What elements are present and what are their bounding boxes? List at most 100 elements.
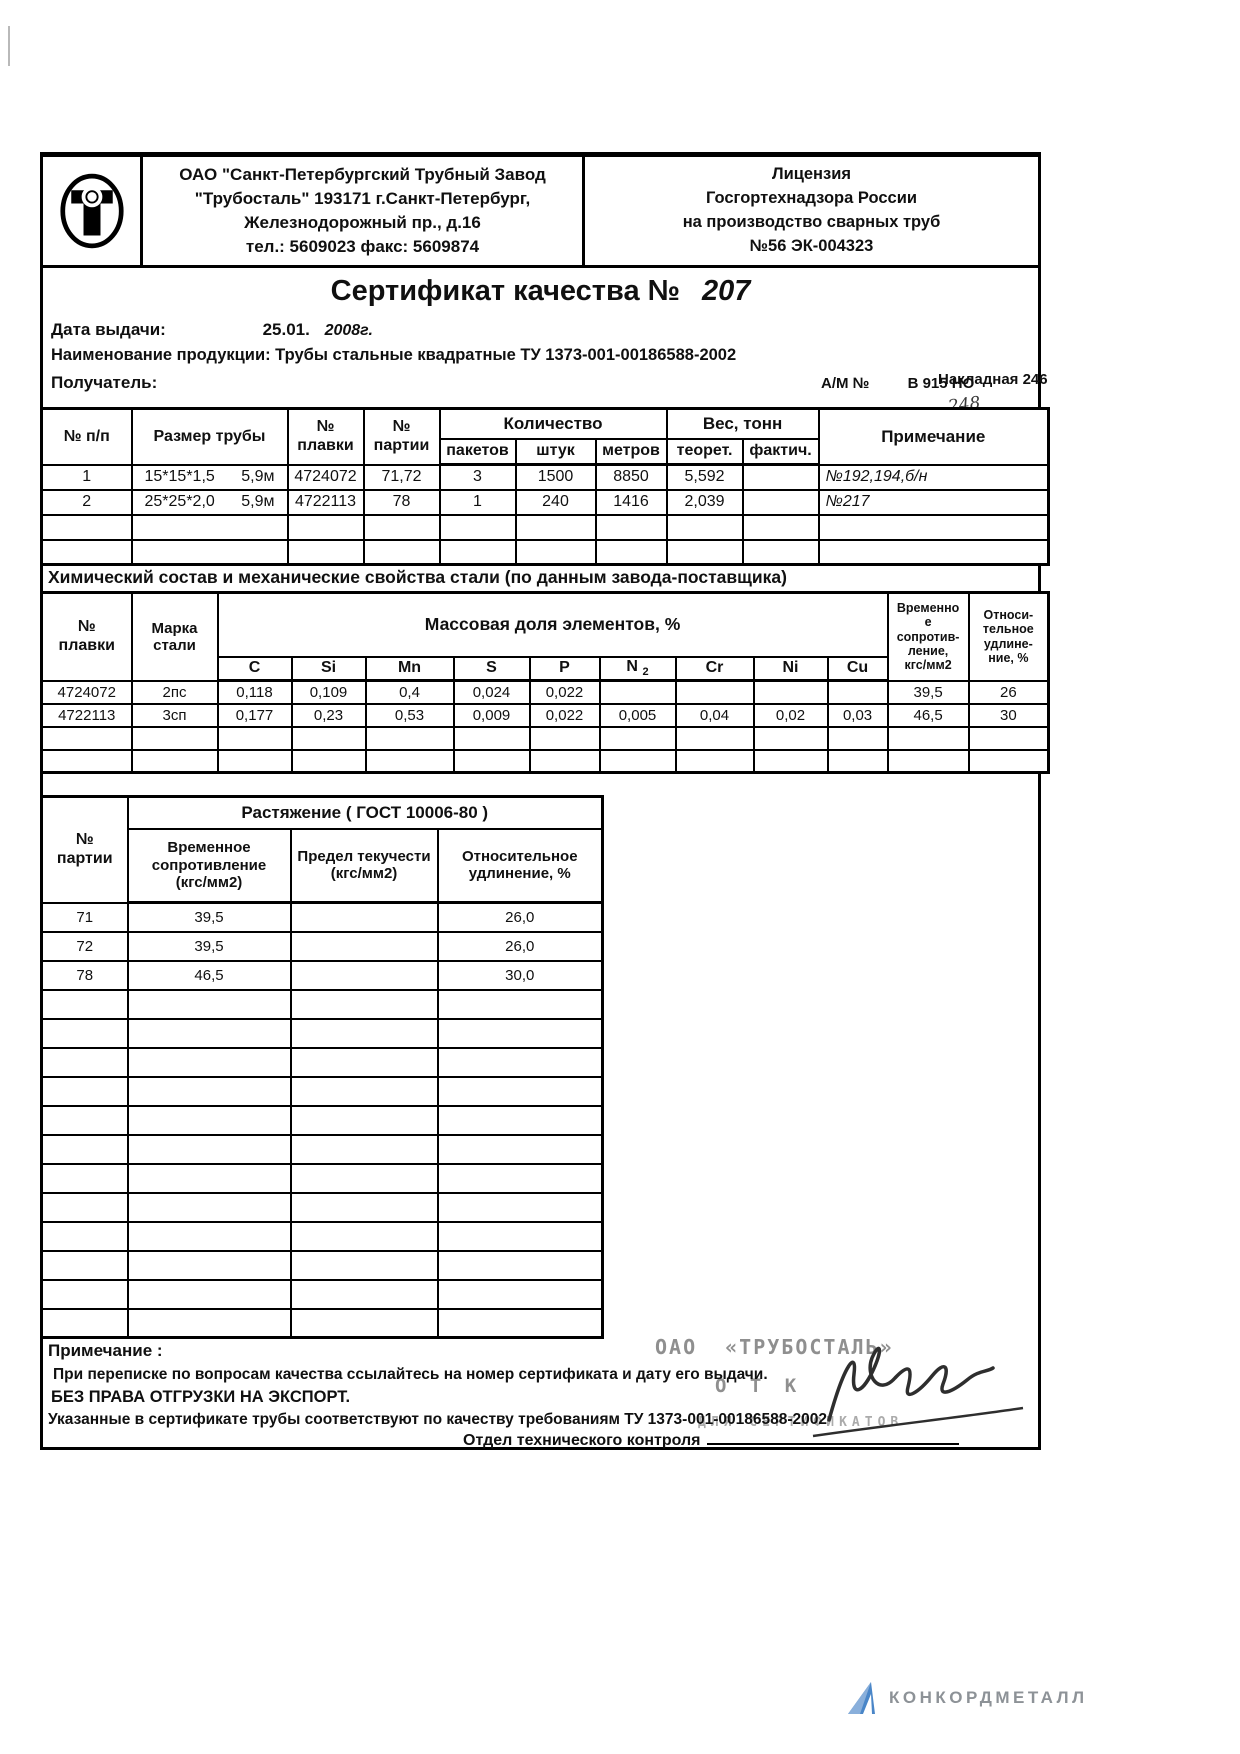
col-header-theoretical: теорет. [665,437,744,466]
table-row: 1 15*15*1,5 5,9м 4724072 71,72 3 1500 885… [40,463,1050,491]
chemistry-table: № плавки Марка стали Массовая доля элеме… [40,591,1051,774]
empty-table-row [40,1191,604,1223]
col-header-num: № п/п [40,407,133,466]
col-header-melt: № плавки [40,591,133,682]
col-header-elongation: Относи- тельное удлине- ние, % [967,591,1050,682]
cell-party: 78 [40,959,129,991]
empty-table-row [40,1249,604,1281]
license-info: Лицензия Госгортехнадзора России на прои… [585,157,1038,265]
cell-S: 0,009 [452,702,531,728]
certificate-header: ОАО "Санкт-Петербургский Трубный Завод "… [43,157,1038,268]
cell-packs: 1 [438,488,517,516]
stamp-org-name: ОАО «ТРУБОСТАЛЬ» [655,1335,894,1359]
cell-Si: 0,23 [290,702,367,728]
cell-actual [741,488,820,516]
col-header-tensile: Временное сопротивление (кгс/мм2) [126,827,292,904]
cell-P: 0,022 [528,679,601,705]
cell-party: 71 [40,901,129,933]
empty-table-row [40,1046,604,1078]
am-number-row: А/М № В 915 НО [821,375,974,392]
empty-table-row [40,1278,604,1310]
company-line: "Трубосталь" 193171 г.Санкт-Петербург, [194,188,531,208]
cell-Cu: 0,03 [826,702,889,728]
empty-table-row [40,1104,604,1136]
tension-table-title: Растяжение ( ГОСТ 10006-80 ) [126,795,604,830]
qc-department-label: Отдел технического контроля [463,1432,701,1449]
cell-theoretical: 2,039 [665,488,744,516]
table-row: 72 39,5 26,0 [40,930,604,962]
empty-table-row [40,1162,604,1194]
col-header-packs: пакетов [438,437,517,466]
cell-Cu [826,679,889,705]
cell-party: 72 [40,930,129,962]
scan-artifact-line [8,26,10,66]
col-header-party: № партии [362,407,441,466]
empty-table-row [40,538,1050,566]
cell-elongation: 26 [967,679,1050,705]
cell-Mn: 0,4 [364,679,455,705]
cell-elongation: 30,0 [436,959,604,991]
cell-yield [289,930,439,962]
cell-N2: 0,005 [598,702,677,728]
cell-party: 71,72 [362,463,441,491]
cell-num: 1 [40,463,133,491]
cell-C: 0,177 [216,702,293,728]
col-header-pieces: штук [514,437,597,466]
cell-S: 0,024 [452,679,531,705]
col-header-Mn: Mn [364,655,455,682]
license-line: Госгортехнадзора России [705,189,917,208]
note-line-correspondence: При переписке по вопросам качества ссыла… [53,1366,768,1383]
empty-table-row [40,988,604,1020]
col-header-melt: № плавки [286,407,365,466]
empty-table-row [40,1133,604,1165]
cell-Si: 0,109 [290,679,367,705]
cell-C: 0,118 [216,679,293,705]
col-group-quantity: Количество [438,407,668,440]
table-row: 4722113 3сп 0,177 0,23 0,53 0,009 0,022 … [40,702,1050,728]
cell-tensile: 46,5 [886,702,970,728]
empty-table-row [40,1075,604,1107]
empty-table-row [40,1307,604,1339]
table-row: 71 39,5 26,0 [40,901,604,933]
cell-melt: 4724072 [40,679,133,705]
note-line-conformance: Указанные в сертификате трубы соответств… [48,1411,827,1428]
license-line: Лицензия [772,165,851,184]
qc-department-line: Отдел технического контроля [463,1431,959,1450]
col-header-P: P [528,655,601,682]
cell-elongation: 30 [967,702,1050,728]
cell-elongation: 26,0 [436,930,604,962]
col-header-N2: N 2 [598,655,677,682]
col-header-C: C [216,655,293,682]
cell-P: 0,022 [528,702,601,728]
col-header-party: № партии [40,795,129,904]
cell-num: 2 [40,488,133,516]
cell-size: 15*15*1,5 5,9м [130,463,289,491]
stamp-otk: О Т К [715,1375,803,1397]
empty-table-row [40,513,1050,541]
certificate-title: Сертификат качества № 207 [43,275,1038,308]
cell-meters: 1416 [594,488,668,516]
product-row: Наименование продукции: Трубы стальные к… [51,346,737,364]
certificate-number: 207 [701,275,751,307]
cell-tensile: 39,5 [126,930,292,962]
cell-yield [289,959,439,991]
company-line: тел.: 5609023 факс: 5609874 [245,237,480,257]
col-header-tensile: Временно е сопротив- ление, кгс/мм2 [886,591,970,682]
cell-Ni [752,679,829,705]
cell-packs: 3 [438,463,517,491]
col-header-Cu: Cu [826,655,889,682]
tension-test-table: № партии Растяжение ( ГОСТ 10006-80 ) Вр… [40,795,604,1339]
cell-note: №217 [817,488,1050,516]
col-header-Cr: Cr [674,655,755,682]
col-header-size: Размер трубы [130,407,289,466]
empty-table-row [40,725,1050,751]
license-line: №56 ЭК-004323 [749,236,874,255]
col-header-yield: Предел текучести (кгс/мм2) [289,827,439,904]
empty-table-row [40,1220,604,1252]
date-year: 2008г. [324,322,373,339]
cell-grade: 3сп [130,702,219,728]
col-header-Ni: Ni [752,655,829,682]
col-group-weight: Вес, тонн [665,407,820,440]
cell-Cr [674,679,755,705]
col-header-actual: фактич. [741,437,820,466]
